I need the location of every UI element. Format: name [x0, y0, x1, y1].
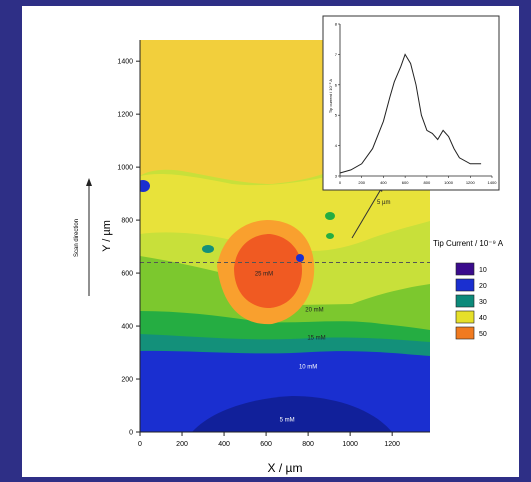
inset-x-tick-label: 400 [380, 180, 387, 185]
inset-x-tick-label: 1000 [444, 180, 454, 185]
inset-y-tick-label: 7 [335, 52, 338, 57]
map-x-tick-label: 800 [302, 441, 314, 448]
inset-y-tick-label: 4 [335, 143, 338, 148]
scan-direction-arrow-head [86, 178, 92, 186]
figure-panel: 0 200 400 600 800 1000 1200 0 200 400 600 800 1000 12… [22, 6, 519, 477]
figure-svg: 0 200 400 600 800 1000 12000200400600800100012… [74, 15, 504, 475]
region-dark-blue [192, 396, 392, 432]
map-annotation: 5 µm [377, 200, 390, 206]
inset-x-tick-label: 0 [339, 180, 342, 185]
colorbar-label: 50 [479, 331, 487, 338]
map-x-tick-label: 0 [138, 441, 142, 448]
map-annotation: 15 mM [307, 335, 325, 341]
map-y-tick-label: 1000 [117, 165, 133, 172]
colorbar-swatch [455, 326, 475, 340]
inset-y-tick-label: 6 [335, 82, 338, 87]
map-x-tick-label: 600 [260, 441, 272, 448]
map-annotations: 25 mM 20 mM 15 mM 10 mM 5 mM 5 µm [255, 200, 391, 423]
colorbar-swatch [455, 262, 475, 276]
inset-arrow [351, 183, 385, 239]
map-annotation: 5 mM [280, 417, 295, 423]
map-x-axis-label: X / µm [268, 461, 303, 475]
region-orange-core [234, 234, 302, 308]
spot-left [202, 245, 214, 253]
scan-direction-label: Scan direction [74, 219, 80, 257]
map-annotation: 10 mM [299, 364, 317, 370]
map-annotation: 25 mM [255, 272, 273, 278]
inset-x-tick-label: 600 [402, 180, 409, 185]
map-y-tick-label: 0 [129, 430, 133, 437]
colorbar-label: 40 [479, 315, 487, 322]
spot-center [296, 254, 304, 262]
colorbar-swatch [455, 278, 475, 292]
colorbar-label: 10 [479, 267, 487, 274]
map-x-tick-label: 200 [176, 441, 188, 448]
inset-y-tick-label: 5 [335, 113, 338, 118]
inset-x-tick-label: 1200 [466, 180, 476, 185]
inset-y-tick-label: 3 [335, 174, 338, 179]
map-y-tick-label: 1200 [117, 112, 133, 119]
spot-left-edge [140, 180, 150, 192]
inset-y-tick-label: 8 [335, 22, 338, 27]
map-x-tick-label: 1200 [384, 441, 400, 448]
map-x-tick-label: 400 [218, 441, 230, 448]
colorbar-label: 20 [479, 283, 487, 290]
colorbar-swatch [455, 310, 475, 324]
map-axes: 0 200 400 600 800 1000 1200 0 200 400 600 800 1000 12… [117, 40, 430, 448]
map-y-tick-label: 400 [121, 324, 133, 331]
map-annotation: 20 mM [305, 307, 323, 313]
inset-y-axis-label: Tip current / 10⁻⁹ A [328, 79, 333, 113]
inset-series-line [339, 53, 482, 174]
map-y-tick-label: 600 [121, 271, 133, 278]
spot-right-2 [326, 233, 334, 239]
colorbar-label: 30 [479, 299, 487, 306]
colorbar-swatch [455, 294, 475, 308]
inset-axes: 0 200 400 600 800 1000 1200 1400 3 4 5 6 7 8 [335, 22, 497, 186]
map-y-tick-label: 200 [121, 377, 133, 384]
map-y-axis-label: Y / µm [101, 220, 113, 252]
map-x-tick-label: 1000 [342, 441, 358, 448]
spot-right-1 [325, 212, 335, 220]
inset-x-tick-label: 800 [424, 180, 431, 185]
map-y-tick-label: 800 [121, 218, 133, 225]
inset-background [322, 15, 500, 191]
colorbar: 10 20 30 40 50 [455, 262, 487, 340]
inset-x-tick-label: 1400 [488, 180, 498, 185]
map-y-tick-label: 1400 [117, 59, 133, 66]
inset-x-tick-label: 200 [358, 180, 365, 185]
colorbar-title: Tip Current / 10⁻⁹ A [433, 239, 504, 248]
